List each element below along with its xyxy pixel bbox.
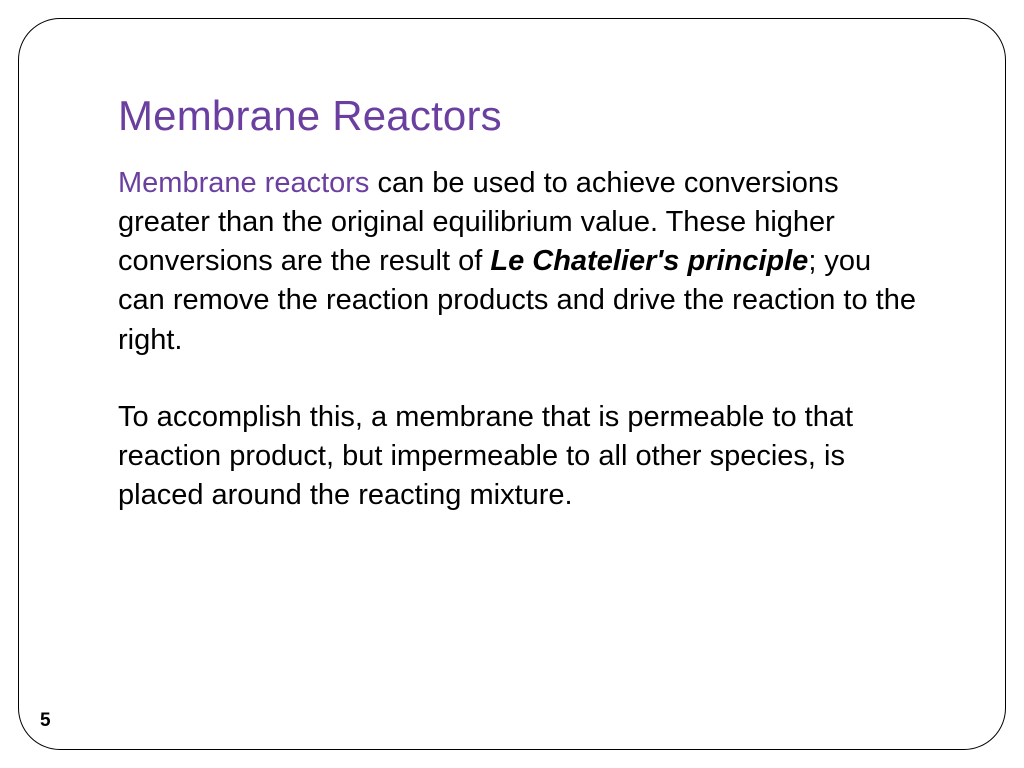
- lead-term: Membrane reactors: [118, 167, 369, 199]
- page-number: 5: [40, 710, 51, 732]
- slide: Membrane Reactors Membrane reactors can …: [0, 0, 1024, 768]
- paragraph-2: To accomplish this, a membrane that is p…: [118, 398, 918, 515]
- slide-title: Membrane Reactors: [118, 92, 918, 140]
- body-text: Membrane reactors can be used to achieve…: [118, 164, 918, 515]
- paragraph-1: Membrane reactors can be used to achieve…: [118, 164, 918, 360]
- content-area: Membrane Reactors Membrane reactors can …: [118, 92, 918, 515]
- principle-term: Le Chatelier's principle: [490, 245, 808, 277]
